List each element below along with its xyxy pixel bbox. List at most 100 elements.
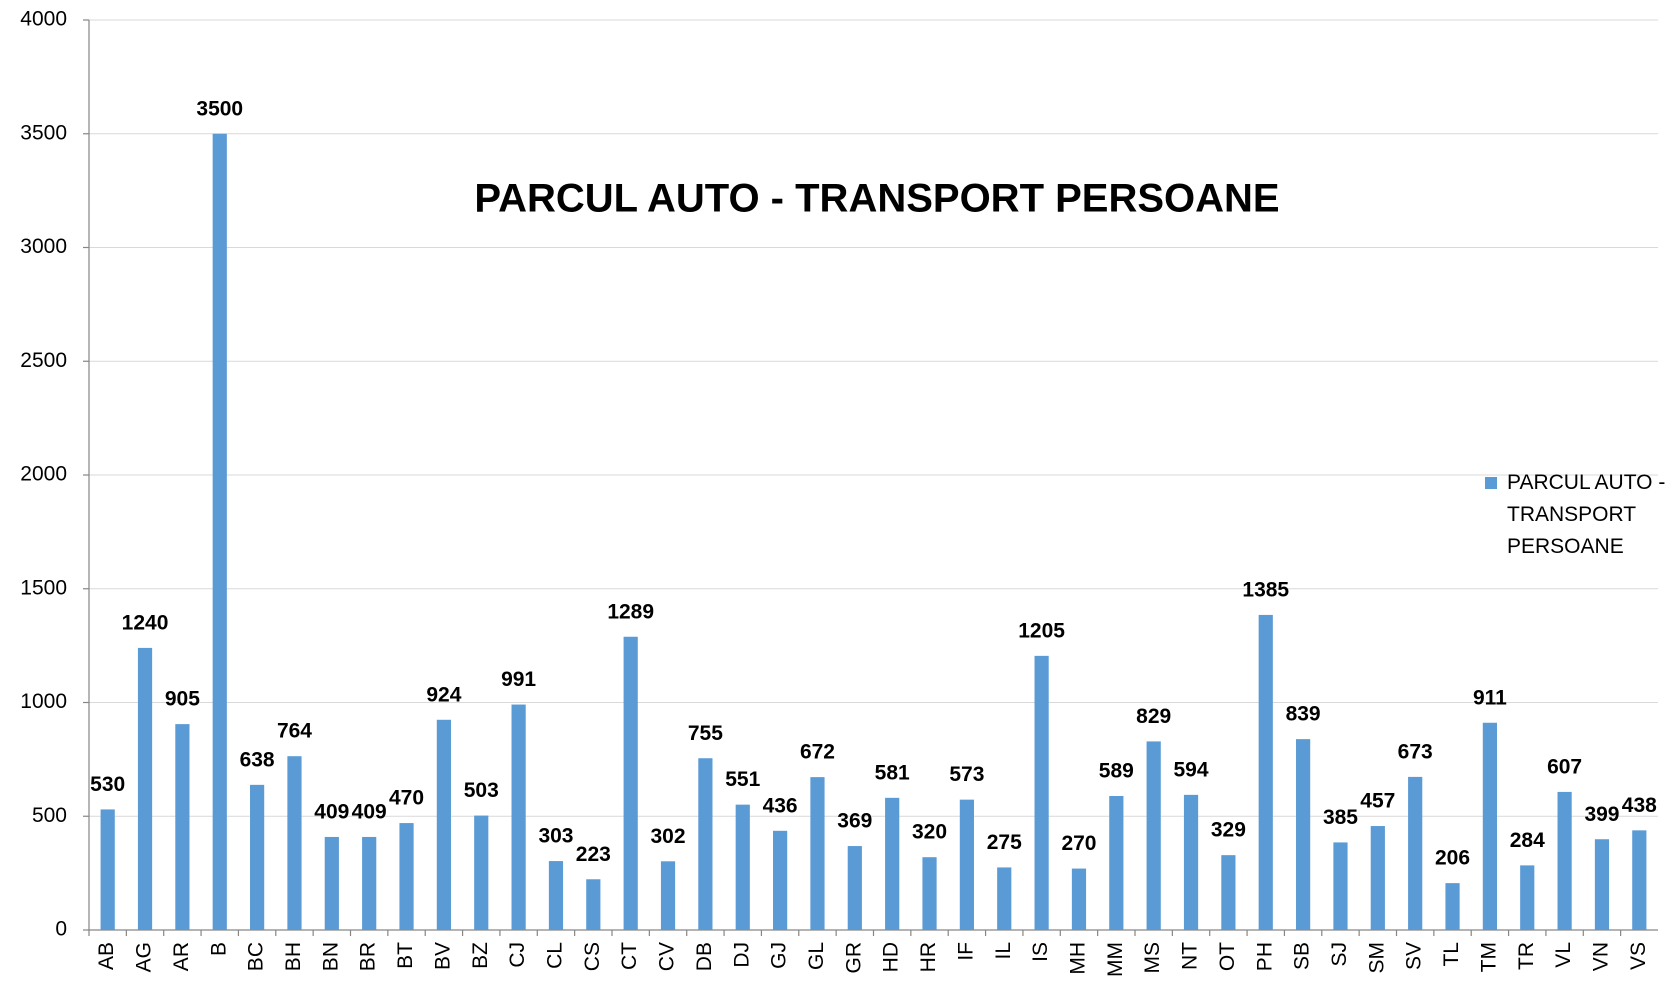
data-label: 503 bbox=[464, 779, 499, 802]
data-label: 303 bbox=[538, 825, 573, 848]
data-label: 991 bbox=[501, 668, 536, 691]
y-tick-label: 2500 bbox=[20, 349, 67, 372]
data-label: 607 bbox=[1547, 755, 1582, 778]
x-tick-label: AB bbox=[95, 942, 118, 970]
bar bbox=[212, 133, 227, 930]
data-label: 589 bbox=[1099, 760, 1134, 783]
x-tick-label: SM bbox=[1365, 942, 1388, 974]
bar bbox=[623, 636, 638, 930]
x-tick-label: CJ bbox=[506, 942, 529, 968]
bar bbox=[436, 719, 451, 930]
bar bbox=[997, 867, 1012, 930]
bar bbox=[773, 830, 788, 930]
data-label: 1240 bbox=[122, 611, 169, 634]
x-tick-label: IS bbox=[1029, 942, 1052, 962]
bar bbox=[175, 724, 190, 930]
bar bbox=[287, 756, 302, 930]
legend-swatch bbox=[1485, 477, 1497, 489]
data-label: 409 bbox=[314, 800, 349, 823]
data-label: 551 bbox=[725, 768, 760, 791]
bar bbox=[1594, 839, 1610, 930]
x-tick-label: AR bbox=[170, 942, 193, 971]
data-label: 1205 bbox=[1018, 619, 1065, 642]
data-label: 911 bbox=[1473, 686, 1507, 709]
y-tick-label: 2000 bbox=[20, 463, 67, 486]
bar bbox=[1333, 842, 1348, 930]
data-label: 530 bbox=[90, 773, 125, 796]
data-label: 1385 bbox=[1242, 578, 1289, 601]
x-tick-label: DJ bbox=[730, 942, 753, 968]
x-tick-label: MH bbox=[1067, 942, 1090, 975]
y-tick-label: 4000 bbox=[20, 8, 67, 31]
bar bbox=[922, 857, 937, 930]
bar bbox=[511, 704, 526, 930]
bar bbox=[100, 809, 115, 930]
data-label: 385 bbox=[1323, 806, 1358, 829]
data-label: 329 bbox=[1211, 819, 1246, 842]
data-label: 284 bbox=[1510, 829, 1545, 852]
x-tick-label: BH bbox=[282, 942, 305, 971]
x-tick-label: TL bbox=[1440, 942, 1463, 967]
x-tick-label: HR bbox=[917, 942, 940, 972]
x-tick-label: NT bbox=[1179, 942, 1202, 970]
x-tick-label: IF bbox=[954, 942, 977, 961]
x-tick-label: BZ bbox=[469, 942, 492, 969]
bar bbox=[959, 799, 974, 930]
y-tick-label: 1000 bbox=[20, 690, 67, 713]
x-tick-label: PH bbox=[1253, 942, 1276, 971]
data-label: 457 bbox=[1360, 790, 1395, 813]
x-tick-label: CL bbox=[544, 942, 567, 969]
bar bbox=[660, 861, 676, 930]
x-tick-label: VN bbox=[1590, 942, 1613, 971]
x-tick-label: BT bbox=[394, 942, 417, 969]
bar bbox=[399, 823, 414, 930]
data-label: 638 bbox=[240, 748, 275, 771]
y-tick-label: 500 bbox=[32, 804, 67, 827]
bar bbox=[1482, 722, 1497, 930]
bar bbox=[885, 797, 900, 930]
x-tick-label: TM bbox=[1477, 942, 1500, 972]
data-label: 409 bbox=[352, 800, 387, 823]
data-label: 320 bbox=[912, 821, 947, 844]
bar bbox=[1221, 855, 1236, 930]
x-tick-label: TR bbox=[1515, 942, 1538, 970]
data-label: 829 bbox=[1136, 705, 1171, 728]
x-tick-label: BR bbox=[357, 942, 380, 971]
data-label: 223 bbox=[576, 843, 611, 866]
bar bbox=[847, 846, 862, 930]
bar bbox=[1146, 741, 1161, 930]
data-label: 206 bbox=[1435, 847, 1470, 870]
data-label: 672 bbox=[800, 741, 835, 764]
x-tick-label: BC bbox=[245, 942, 268, 971]
x-tick-label: B bbox=[207, 942, 230, 956]
data-label: 755 bbox=[688, 722, 723, 745]
bar bbox=[1071, 868, 1087, 930]
x-tick-label: HD bbox=[880, 942, 903, 972]
x-tick-label: DB bbox=[693, 942, 716, 971]
bar bbox=[1408, 776, 1423, 930]
x-tick-label: IL bbox=[992, 942, 1015, 960]
bar bbox=[1557, 791, 1572, 930]
data-label: 573 bbox=[949, 763, 984, 786]
bar bbox=[1632, 830, 1647, 930]
y-tick-label: 3000 bbox=[20, 235, 67, 258]
x-tick-label: GR bbox=[842, 942, 865, 974]
bar bbox=[1183, 794, 1199, 930]
x-tick-label: GL bbox=[805, 942, 828, 970]
bar bbox=[474, 815, 489, 930]
bar bbox=[1445, 883, 1460, 930]
x-tick-label: VS bbox=[1627, 942, 1650, 970]
x-tick-label: CV bbox=[656, 942, 679, 971]
data-label: 399 bbox=[1584, 803, 1619, 826]
data-label: 839 bbox=[1286, 703, 1321, 726]
bar bbox=[137, 647, 153, 930]
data-label: 270 bbox=[1061, 832, 1096, 855]
x-tick-label: CS bbox=[581, 942, 604, 971]
data-label: 594 bbox=[1174, 758, 1209, 781]
x-tick-label: SV bbox=[1403, 942, 1426, 970]
bar bbox=[548, 861, 564, 930]
data-label: 302 bbox=[651, 825, 686, 848]
data-label: 3500 bbox=[196, 97, 243, 120]
bar bbox=[1258, 614, 1273, 930]
